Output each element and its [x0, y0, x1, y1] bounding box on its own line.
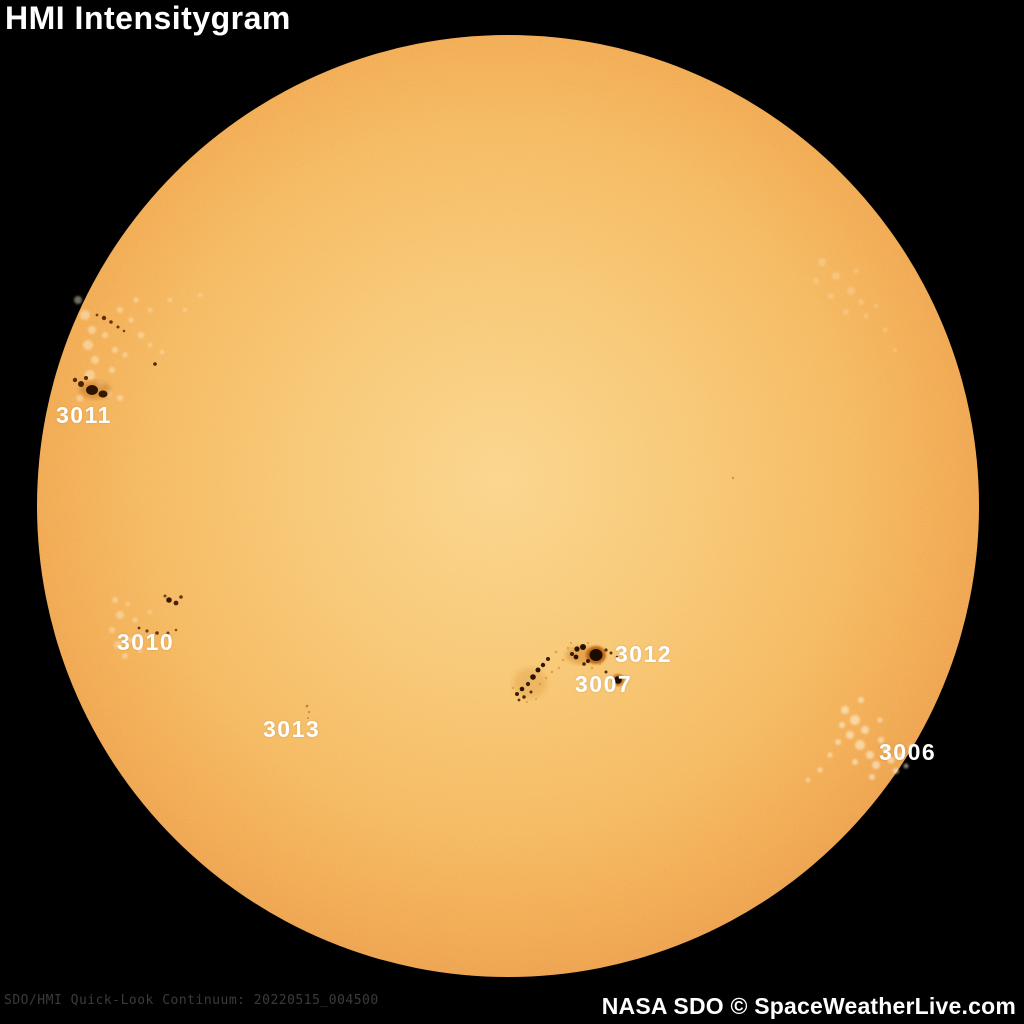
page-title: HMI Intensitygram: [5, 0, 291, 36]
active-region-label-3013: 3013: [263, 716, 321, 742]
active-region-label-3012: 3012: [615, 641, 673, 667]
faculae-region-3010: [109, 597, 152, 659]
faculae-upper-right-limb: [813, 258, 897, 352]
sunspot-group-3010: [137, 594, 183, 635]
active-region-label-3006: 3006: [879, 739, 937, 765]
active-region-label-3010: 3010: [117, 629, 175, 655]
observation-timestamp: SDO/HMI Quick-Look Continuum: 20220515_0…: [4, 993, 379, 1008]
credit-text: NASA SDO © SpaceWeatherLive.com: [601, 993, 1016, 1019]
sunspot-group-3013: [305, 704, 311, 719]
active-region-label-3007: 3007: [575, 671, 633, 697]
small-pore: [731, 476, 735, 480]
active-region-label-3011: 3011: [56, 402, 112, 428]
sunspot-group-3007-3012: [511, 641, 624, 704]
faculae-region-3006: [806, 697, 913, 782]
sunspot-group-3011: [72, 313, 157, 399]
granulation-dark-noise: [37, 35, 979, 977]
